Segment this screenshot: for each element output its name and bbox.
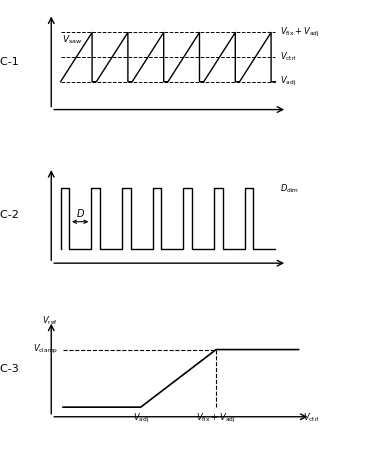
Text: $V_{\mathrm{ctrl}}$: $V_{\mathrm{ctrl}}$ bbox=[280, 51, 297, 63]
Text: 3C-1: 3C-1 bbox=[0, 57, 19, 67]
Text: 3C-2: 3C-2 bbox=[0, 210, 19, 220]
Text: $V_{\mathrm{ref}}$: $V_{\mathrm{ref}}$ bbox=[42, 315, 58, 327]
Text: $V_{\mathrm{ctrl}}$: $V_{\mathrm{ctrl}}$ bbox=[303, 412, 320, 424]
Text: $V_{\mathrm{adj}}$: $V_{\mathrm{adj}}$ bbox=[133, 412, 149, 425]
Text: 3C-3: 3C-3 bbox=[0, 364, 19, 374]
Text: $V_{\mathrm{fix}}+V_{\mathrm{adj}}$: $V_{\mathrm{fix}}+V_{\mathrm{adj}}$ bbox=[280, 26, 320, 39]
Text: $V_{\mathrm{saw}}$: $V_{\mathrm{saw}}$ bbox=[62, 33, 83, 46]
Text: $D_{\mathrm{dim}}$: $D_{\mathrm{dim}}$ bbox=[280, 182, 299, 194]
Text: $V_{\mathrm{clamp}}$: $V_{\mathrm{clamp}}$ bbox=[33, 343, 58, 356]
Text: $V_{\mathrm{adj}}$: $V_{\mathrm{adj}}$ bbox=[280, 75, 296, 88]
Text: D: D bbox=[76, 209, 84, 219]
Text: $V_{\mathrm{fix}}+V_{\mathrm{adj}}$: $V_{\mathrm{fix}}+V_{\mathrm{adj}}$ bbox=[196, 412, 236, 425]
